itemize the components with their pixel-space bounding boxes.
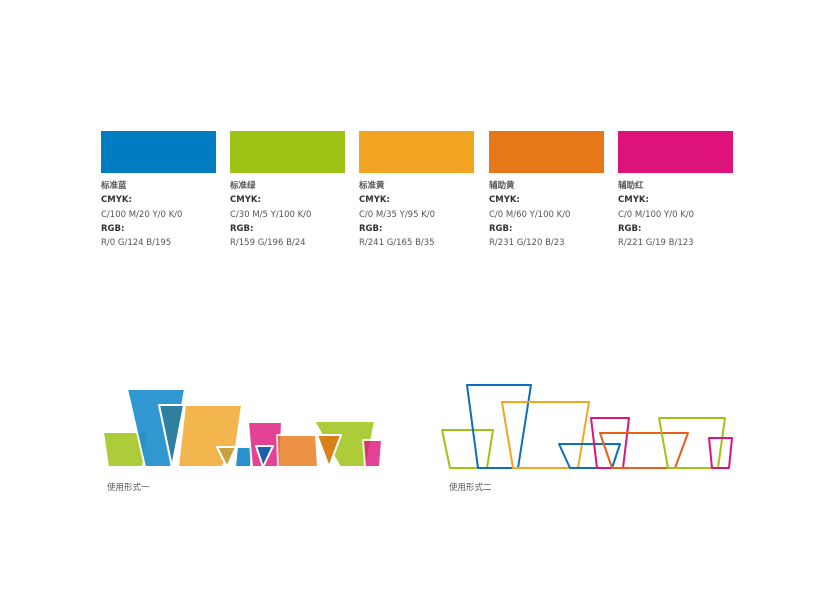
color-swatch [101, 131, 216, 173]
usage-form-one-graphic [102, 388, 383, 468]
shape-orange [177, 404, 243, 468]
rgb-label: RGB: [359, 223, 383, 234]
rgb-value: R/159 G/196 B/24 [230, 238, 306, 249]
color-name: 辅助黄 [489, 181, 515, 191]
outline-blue-tall [466, 384, 532, 469]
cmyk-value: C/0 M/100 Y/0 K/0 [618, 209, 695, 220]
shape-darkblue [255, 445, 274, 468]
outline-orange [501, 401, 590, 469]
color-spec: 辅助红 CMYK: C/0 M/100 Y/0 K/0 RGB: R/221 G/19 … [618, 179, 694, 250]
form-two-caption: 使用形式二 [449, 483, 492, 493]
cmyk-label: CMYK: [618, 195, 649, 206]
color-swatch [230, 131, 345, 173]
rgb-label: RGB: [101, 223, 125, 234]
color-swatch [489, 131, 604, 173]
rgb-value: R/231 G/120 B/23 [489, 238, 565, 249]
color-name: 标准黄 [359, 181, 385, 191]
rgb-label: RGB: [489, 223, 513, 234]
outline-pink-small [708, 437, 733, 469]
cmyk-label: CMYK: [359, 195, 390, 206]
cmyk-value: C/0 M/60 Y/100 K/0 [489, 209, 571, 220]
color-spec: 标准蓝 CMYK: C/100 M/20 Y/0 K/0 RGB: R/0 G/124 … [101, 179, 182, 250]
shape-darkorange [316, 434, 342, 468]
rgb-value: R/0 G/124 B/195 [101, 238, 172, 249]
shape-green [102, 431, 149, 468]
cmyk-value: C/100 M/20 Y/0 K/0 [101, 209, 183, 220]
shape-orange2 [276, 434, 319, 468]
cmyk-label: CMYK: [230, 195, 261, 206]
rgb-label: RGB: [618, 223, 642, 234]
color-swatch [359, 131, 474, 173]
color-name: 标准绿 [230, 181, 256, 191]
usage-form-two-graphic [441, 384, 733, 469]
color-spec: 标准黄 CMYK: C/0 M/35 Y/95 K/0 RGB: R/241 G/165… [359, 179, 435, 250]
color-name: 辅助红 [618, 181, 644, 191]
outline-green-right [658, 417, 726, 469]
color-name: 标准蓝 [101, 181, 127, 191]
shape-blue-small [234, 446, 253, 468]
shape-gold [216, 446, 237, 468]
cmyk-label: CMYK: [489, 195, 520, 206]
cmyk-value: C/0 M/35 Y/95 K/0 [359, 209, 436, 220]
shape-pink-right [362, 439, 383, 468]
outline-green-left [441, 429, 494, 469]
form-one-caption: 使用形式一 [107, 483, 150, 493]
rgb-value: R/241 G/165 B/35 [359, 238, 435, 249]
rgb-label: RGB: [230, 223, 254, 234]
cmyk-label: CMYK: [101, 195, 132, 206]
color-spec: 标准绿 CMYK: C/30 M/5 Y/100 K/0 RGB: R/159 G/19… [230, 179, 311, 250]
color-spec: 辅助黄 CMYK: C/0 M/60 Y/100 K/0 RGB: R/231 G/12… [489, 179, 570, 250]
color-swatch [618, 131, 733, 173]
rgb-value: R/221 G/19 B/123 [618, 238, 694, 249]
shape-teal [158, 404, 185, 468]
cmyk-value: C/30 M/5 Y/100 K/0 [230, 209, 312, 220]
